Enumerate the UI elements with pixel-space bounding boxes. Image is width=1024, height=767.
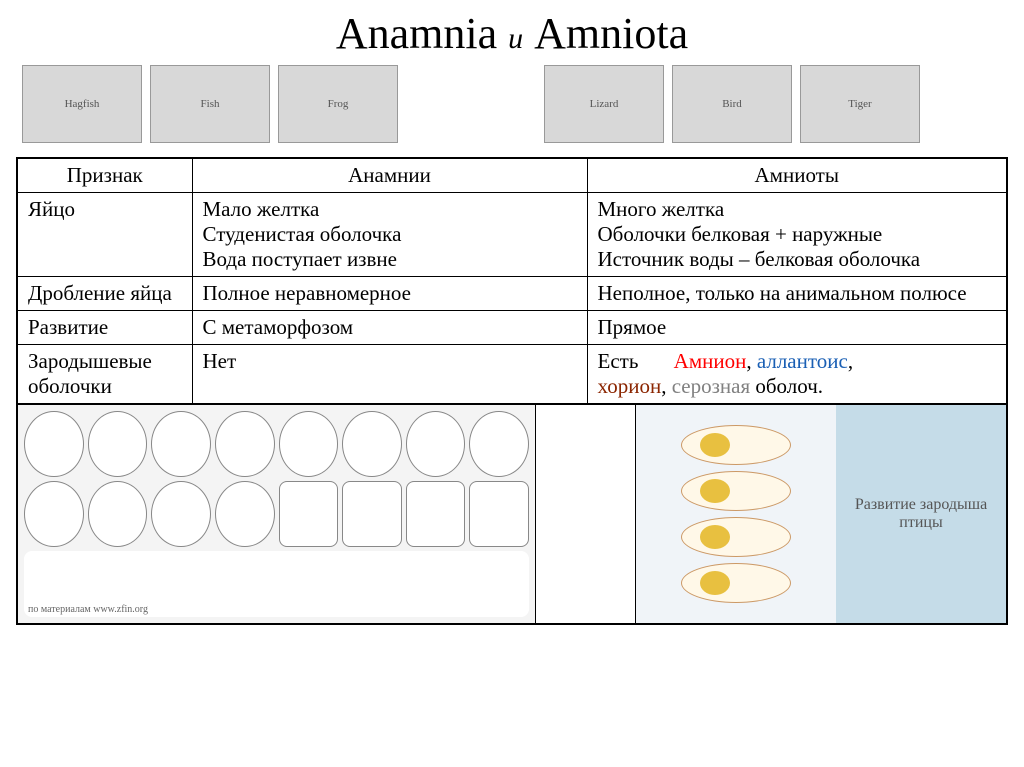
trait-cell: Яйцо — [17, 193, 192, 277]
amniota-cell: Много желтка Оболочки белковая + наружны… — [587, 193, 1007, 277]
membrane-suffix: оболоч. — [755, 374, 823, 398]
table-row: Яйцо Мало желтка Студенистая оболочка Во… — [17, 193, 1007, 277]
table-row: Развитие С метаморфозом Прямое — [17, 311, 1007, 345]
bird-embryo-stages — [636, 405, 836, 623]
trait-cell: Дробление яйца — [17, 277, 192, 311]
animal-fish: Fish — [150, 65, 270, 143]
amniota-cell: Есть Амнион, аллантоис, хорион, серозная… — [587, 345, 1007, 405]
amniota-prefix: Есть — [598, 349, 639, 373]
animal-frog: Frog — [278, 65, 398, 143]
animal-images-row: Hagfish Fish Frog Lizard Bird Tiger — [16, 65, 1008, 143]
table-header-row: Признак Анамнии Амниоты — [17, 158, 1007, 193]
anamnia-cell: Мало желтка Студенистая оболочка Вода по… — [192, 193, 587, 277]
title-right: Amniota — [534, 9, 688, 58]
membrane-chorion: хорион — [598, 374, 662, 398]
egg-stage — [681, 471, 791, 511]
bottom-empty-cell — [536, 405, 636, 625]
membrane-allantois: аллантоис — [757, 349, 848, 373]
bottom-illustrations: по материалам www.zfin.org Развитие заро… — [16, 405, 1008, 625]
animal-tiger: Tiger — [800, 65, 920, 143]
table-row: Дробление яйца Полное неравномерное Непо… — [17, 277, 1007, 311]
fish-development-figure: по материалам www.zfin.org — [16, 405, 536, 625]
header-amniota: Амниоты — [587, 158, 1007, 193]
amniota-cell: Неполное, только на анимальном полюсе — [587, 277, 1007, 311]
header-trait: Признак — [17, 158, 192, 193]
title-conj: и — [508, 22, 523, 55]
trait-cell: Развитие — [17, 311, 192, 345]
comparison-table: Признак Анамнии Амниоты Яйцо Мало желтка… — [16, 157, 1008, 405]
fish-caption: по материалам www.zfin.org — [28, 604, 148, 615]
membrane-amnion: Амнион — [674, 349, 747, 373]
bird-development-figure: Развитие зародыша птицы — [636, 405, 1008, 625]
animal-lizard: Lizard — [544, 65, 664, 143]
amniota-cell: Прямое — [587, 311, 1007, 345]
header-anamnia: Анамнии — [192, 158, 587, 193]
egg-stage — [681, 563, 791, 603]
title-left: Anamnia — [336, 9, 497, 58]
egg-stage — [681, 517, 791, 557]
bird-caption: Развитие зародыша птицы — [836, 405, 1006, 623]
anamnia-cell: Нет — [192, 345, 587, 405]
anamnia-cell: С метаморфозом — [192, 311, 587, 345]
egg-stage — [681, 425, 791, 465]
trait-cell: Зародышевые оболочки — [17, 345, 192, 405]
animal-bird: Bird — [672, 65, 792, 143]
page-title: Anamnia и Amniota — [16, 8, 1008, 59]
membrane-serous: серозная — [672, 374, 750, 398]
anamnia-cell: Полное неравномерное — [192, 277, 587, 311]
animal-hagfish: Hagfish — [22, 65, 142, 143]
table-row: Зародышевые оболочки Нет Есть Амнион, ал… — [17, 345, 1007, 405]
